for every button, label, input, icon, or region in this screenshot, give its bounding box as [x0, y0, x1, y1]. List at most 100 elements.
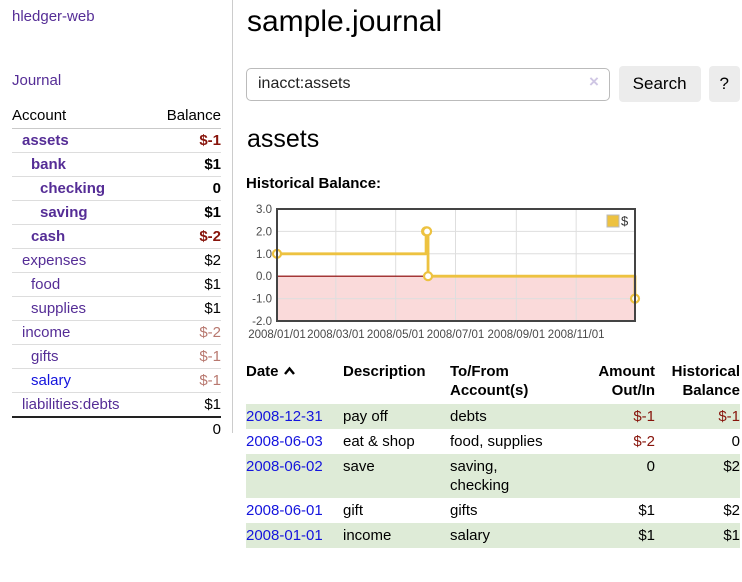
chart-x-axis-label: 2008/01/01	[248, 329, 306, 341]
accounts-total-row: 0	[12, 416, 221, 441]
chart-plot-border	[276, 208, 636, 322]
account-row: income $-2	[12, 320, 221, 345]
accounts-total-balance: 0	[150, 416, 221, 441]
register-row: 2008-06-02 save saving, checking 0 $2	[246, 454, 740, 498]
register-header-balance: Historical Balance	[671, 363, 740, 399]
account-balance: $1	[150, 200, 221, 225]
account-link[interactable]: bank	[31, 156, 67, 173]
account-row: saving $1	[12, 200, 221, 225]
transaction-amount: $1	[638, 527, 655, 544]
register-header-date[interactable]: Date	[246, 360, 343, 404]
transaction-date-link[interactable]: 2008-01-01	[246, 527, 323, 544]
transaction-description: income	[343, 527, 392, 544]
account-link[interactable]: saving	[40, 204, 88, 221]
transaction-balance: $2	[723, 502, 740, 519]
account-balance: $1	[150, 272, 221, 297]
transaction-description: gift	[343, 502, 364, 519]
sidebar-item-journal[interactable]: Journal	[12, 72, 62, 89]
chart-x-axis-label: 2008/05/01	[367, 329, 425, 341]
account-row: liabilities:debts $1	[12, 392, 221, 417]
account-link[interactable]: liabilities:debts	[22, 396, 120, 413]
help-button[interactable]: ?	[708, 66, 740, 102]
chart-x-axis-label: 2008/09/01	[488, 329, 546, 341]
chart-legend-label: $	[621, 214, 629, 229]
accounts-table-balance-header: Balance	[150, 104, 221, 129]
main-content: sample.journal × Search ? assets Histori…	[246, 0, 740, 548]
account-link[interactable]: food	[31, 276, 61, 293]
transaction-description: save	[343, 458, 375, 475]
chart-y-axis-label: 3.0	[256, 204, 272, 216]
account-row: food $1	[12, 272, 221, 297]
account-balance: $-2	[150, 224, 221, 249]
transaction-balance: $-1	[718, 408, 740, 425]
search-input[interactable]	[246, 67, 610, 101]
account-link[interactable]: cash	[31, 228, 66, 245]
search-button[interactable]: Search	[618, 66, 701, 102]
transaction-accounts: saving, checking	[450, 458, 510, 494]
chart-data-point	[421, 226, 433, 237]
account-link[interactable]: salary	[31, 372, 72, 389]
chart-y-axis-label: -1.0	[252, 294, 272, 306]
page-title: sample.journal	[247, 5, 443, 38]
account-balance: $-1	[199, 132, 221, 149]
register-header-description: Description	[343, 363, 426, 380]
transaction-accounts: debts	[450, 408, 487, 425]
account-link[interactable]: supplies	[31, 300, 87, 317]
transaction-balance: $2	[723, 458, 740, 475]
transaction-accounts: food, supplies	[450, 433, 543, 450]
sort-asc-icon	[283, 362, 296, 381]
account-balance: $-2	[150, 320, 221, 345]
transaction-date-link[interactable]: 2008-06-03	[246, 433, 323, 450]
register-row: 2008-01-01 income salary $1 $1	[246, 523, 740, 548]
account-row: supplies $1	[12, 296, 221, 321]
register-row: 2008-12-31 pay off debts $-1 $-1	[246, 404, 740, 429]
app-title-link[interactable]: hledger-web	[12, 8, 95, 25]
account-title: assets	[247, 125, 320, 153]
transaction-balance: 0	[731, 433, 740, 450]
historical-balance-chart: $3.0 2.0 1.0 0.0 -1.0 -2.0 2008/01/01 2008/03/0…	[246, 198, 740, 344]
account-link[interactable]: checking	[40, 180, 106, 197]
register-header-amount: Amount Out/In	[598, 363, 655, 399]
transaction-amount: $1	[638, 502, 655, 519]
chart-y-axis-label: 1.0	[256, 249, 272, 261]
chart-label: Historical Balance:	[246, 175, 382, 192]
account-row: bank $1	[12, 152, 221, 177]
chart-legend-swatch	[606, 214, 620, 228]
search-form: × Search ?	[246, 66, 740, 102]
account-row: cash $-2	[12, 224, 221, 249]
chart-y-axis-label: -2.0	[252, 316, 272, 328]
sidebar: hledger-web Journal Account Balance asse…	[0, 0, 233, 441]
account-row: gifts $-1	[12, 344, 221, 369]
transaction-date-link[interactable]: 2008-06-01	[246, 502, 323, 519]
account-link[interactable]: income	[22, 324, 71, 341]
transaction-accounts: salary	[450, 527, 491, 544]
chart-y-axis-label: 2.0	[256, 226, 272, 238]
account-row: expenses $2	[12, 248, 221, 273]
account-link[interactable]: gifts	[31, 348, 59, 365]
chart-data-point	[422, 271, 434, 282]
transaction-description: eat & shop	[343, 433, 415, 450]
register-row: 2008-06-01 gift gifts $1 $2	[246, 498, 740, 523]
transaction-amount: $-2	[633, 433, 655, 450]
chart-x-axis-label: 2008/03/01	[307, 329, 365, 341]
account-balance: $-1	[150, 368, 221, 393]
account-balance: $1	[150, 296, 221, 321]
register-row: 2008-06-03 eat & shop food, supplies $-2 0	[246, 429, 740, 454]
transaction-date-link[interactable]: 2008-06-02	[246, 458, 323, 475]
chart-y-axis-label: 0.0	[256, 271, 272, 283]
transaction-accounts: gifts	[450, 502, 478, 519]
account-balance: $-1	[150, 344, 221, 369]
account-link[interactable]: expenses	[22, 252, 87, 269]
account-row: assets $-1	[12, 129, 221, 153]
account-balance: $2	[150, 248, 221, 273]
transaction-amount: $-1	[633, 408, 655, 425]
clear-search-icon[interactable]: ×	[589, 72, 599, 91]
accounts-table: Account Balance assets $-1 bank $1 checking 0…	[12, 104, 221, 441]
account-balance: $1	[150, 392, 221, 417]
register-table: Date Description To/From Account(s) Amoun…	[246, 360, 740, 548]
account-balance: $1	[150, 152, 221, 177]
transaction-date-link[interactable]: 2008-12-31	[246, 408, 323, 425]
register-header-tofrom: To/From Account(s)	[450, 363, 529, 399]
account-link[interactable]: assets	[22, 132, 69, 149]
